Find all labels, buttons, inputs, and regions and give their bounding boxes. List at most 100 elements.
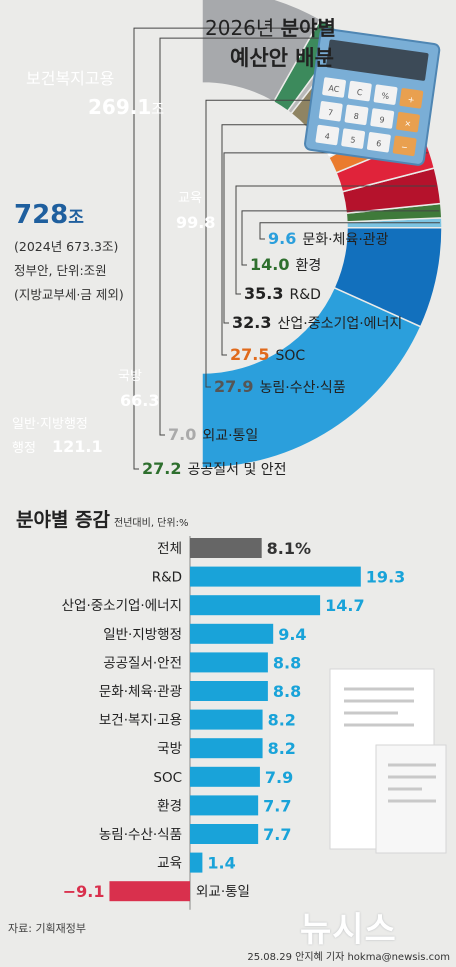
slice-value: 269.1조 (88, 95, 164, 119)
donut-slice (201, 286, 422, 469)
leader-line (241, 210, 440, 266)
value-label: 8.8 (273, 653, 301, 672)
calc-key (367, 132, 391, 153)
value-label: −9.1 (63, 882, 105, 901)
category-label: 환경 (157, 798, 182, 814)
page-title-line1: 2026년 분야별 (205, 12, 336, 41)
calc-key-label: 6 (376, 139, 382, 149)
bar (190, 652, 268, 673)
calc-key (322, 77, 346, 98)
calc-key-label: 7 (327, 108, 333, 118)
value-label: 7.7 (263, 825, 291, 844)
leader-line (159, 37, 346, 436)
slice-value: 27.5 SOC (230, 345, 305, 364)
leader-line (205, 99, 403, 388)
newsis-logo: 뉴시스 (300, 910, 397, 950)
calc-key-label: AC (328, 84, 340, 94)
slice-value: 7.0 외교·통일 (168, 425, 258, 444)
value-label: 8.2 (268, 711, 296, 730)
value-label: 8.2 (268, 739, 296, 758)
leader-line (259, 222, 440, 240)
category-label: 문화·체육·관광 (99, 684, 182, 700)
slice-label: 행정 (12, 440, 36, 456)
bar (190, 824, 259, 844)
calculator-illustration: AC C% +7 8 9 × 4 5 6 − (304, 28, 441, 166)
bar (190, 566, 361, 587)
category-label: 보건·복지·고용 (99, 713, 182, 729)
slice-value: 27.9 농림·수산·식품 (214, 377, 346, 396)
calc-key-label: 8 (353, 112, 359, 122)
bar (190, 709, 263, 730)
category-label: 공공질서·안전 (103, 655, 182, 671)
change-title: 분야별 증감 (16, 509, 111, 531)
receipt-illustration (329, 668, 447, 854)
calc-key-label: % (381, 91, 390, 101)
leader-line (235, 185, 437, 295)
value-label: 9.4 (278, 625, 306, 644)
calc-key-label: + (407, 95, 415, 105)
calc-key (347, 80, 372, 102)
category-label: 산업·중소기업·에너지 (62, 598, 182, 614)
page-title-line2: 예산안 배분 (230, 46, 334, 70)
calc-key (392, 135, 417, 157)
change-subtitle: 전년대비, 단위:% (114, 518, 189, 529)
bar (190, 681, 268, 701)
slice-value: 35.3 R&D (244, 284, 321, 303)
calc-key-label: 5 (350, 135, 356, 145)
calc-key-label: 9 (379, 115, 385, 125)
source-text: 자료: 기획재정부 (8, 922, 87, 935)
total-unit: 조 (68, 208, 84, 228)
category-label: SOC (153, 770, 182, 786)
category-label: 일반·지방행정 (103, 627, 182, 643)
leader-line (133, 27, 332, 470)
slice-value: 27.2 공공질서 및 안전 (142, 459, 287, 478)
slice-value: 14.0 환경 (250, 255, 321, 274)
calc-key (373, 84, 398, 105)
category-label: R&D (152, 570, 182, 586)
slice-value: 9.6 문화·체육·관광 (268, 229, 389, 248)
unit-note: 정부안, 단위:조원 (14, 263, 107, 278)
slice-value: 99.8 (176, 213, 215, 232)
slice-label: 국방 (118, 369, 142, 384)
calc-key-label: 4 (324, 132, 330, 142)
category-label: 교육 (157, 856, 182, 872)
calc-key (399, 88, 424, 109)
calc-key (370, 108, 395, 129)
value-label: 7.9 (265, 768, 293, 787)
slice-value: 121.1 (52, 437, 103, 456)
slice-label: 보건복지고용 (26, 69, 114, 88)
donut-slice (201, 0, 322, 103)
prev-year-note: (2024년 673.3조) (14, 239, 119, 254)
section-title-change: 분야별 증감 전년대비, 단위:% (16, 505, 188, 532)
bar (190, 538, 262, 558)
bar (190, 595, 321, 616)
slice-label: 교육 (178, 191, 202, 206)
calc-key (341, 128, 366, 149)
calc-key (396, 111, 420, 133)
bar (190, 795, 259, 816)
calc-key (318, 101, 343, 122)
value-label: 8.8 (273, 682, 301, 701)
calc-key-label: − (400, 142, 408, 152)
value-label: 8.1% (267, 539, 311, 558)
change-bar-chart: 전체 8.1% R&D 19.3 산업·중소기업·에너지 14.7 일반·지방행정 9.4 공공… (62, 536, 405, 910)
credit-text: 25.08.29 안지혜 기자 hokma@newsis.com (247, 952, 450, 963)
category-label: 국방 (157, 741, 182, 757)
calc-key (344, 104, 369, 126)
value-label: 14.7 (325, 596, 364, 615)
value-label: 1.4 (207, 854, 235, 873)
title-year: 2026년 (205, 16, 275, 40)
category-label: 전체 (157, 541, 182, 557)
calc-key-label: × (404, 119, 412, 129)
title-bold: 분야별 (280, 16, 336, 40)
calc-key-label: C (356, 88, 363, 98)
total-budget: 728조 (14, 200, 84, 230)
category-label: 외교·통일 (196, 884, 250, 900)
value-label: 19.3 (366, 568, 405, 587)
bar (109, 881, 190, 902)
slice-value: 66.3 (120, 391, 159, 410)
slice-label: 일반·지방행정 (12, 416, 88, 432)
total-value: 728 (14, 200, 69, 230)
bar (190, 852, 203, 873)
